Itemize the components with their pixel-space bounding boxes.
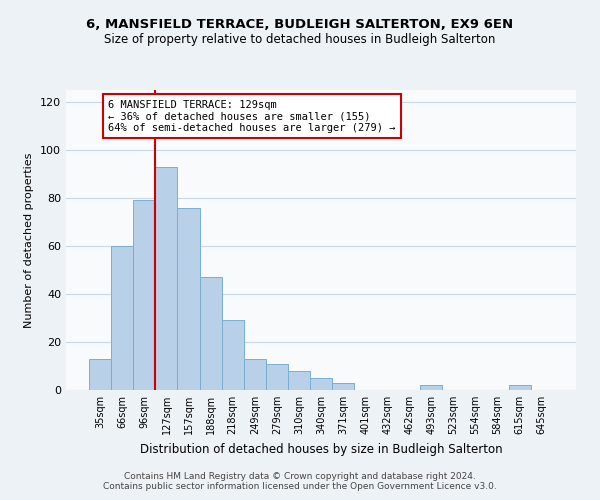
Bar [111, 246, 133, 390]
X-axis label: Distribution of detached houses by size in Budleigh Salterton: Distribution of detached houses by size … [140, 442, 502, 456]
Text: 6 MANSFIELD TERRACE: 129sqm
← 36% of detached houses are smaller (155)
64% of se: 6 MANSFIELD TERRACE: 129sqm ← 36% of det… [108, 100, 395, 133]
Bar [178, 208, 200, 390]
Y-axis label: Number of detached properties: Number of detached properties [25, 152, 34, 328]
Bar [421, 385, 442, 390]
Bar [288, 371, 310, 390]
Text: 6, MANSFIELD TERRACE, BUDLEIGH SALTERTON, EX9 6EN: 6, MANSFIELD TERRACE, BUDLEIGH SALTERTON… [86, 18, 514, 30]
Bar [89, 359, 111, 390]
Bar [509, 385, 531, 390]
Bar [200, 277, 221, 390]
Text: Contains public sector information licensed under the Open Government Licence v3: Contains public sector information licen… [103, 482, 497, 491]
Text: Size of property relative to detached houses in Budleigh Salterton: Size of property relative to detached ho… [104, 32, 496, 46]
Bar [310, 378, 332, 390]
Bar [155, 167, 178, 390]
Bar [221, 320, 244, 390]
Text: Contains HM Land Registry data © Crown copyright and database right 2024.: Contains HM Land Registry data © Crown c… [124, 472, 476, 481]
Bar [332, 383, 354, 390]
Bar [266, 364, 288, 390]
Bar [244, 359, 266, 390]
Bar [133, 200, 155, 390]
